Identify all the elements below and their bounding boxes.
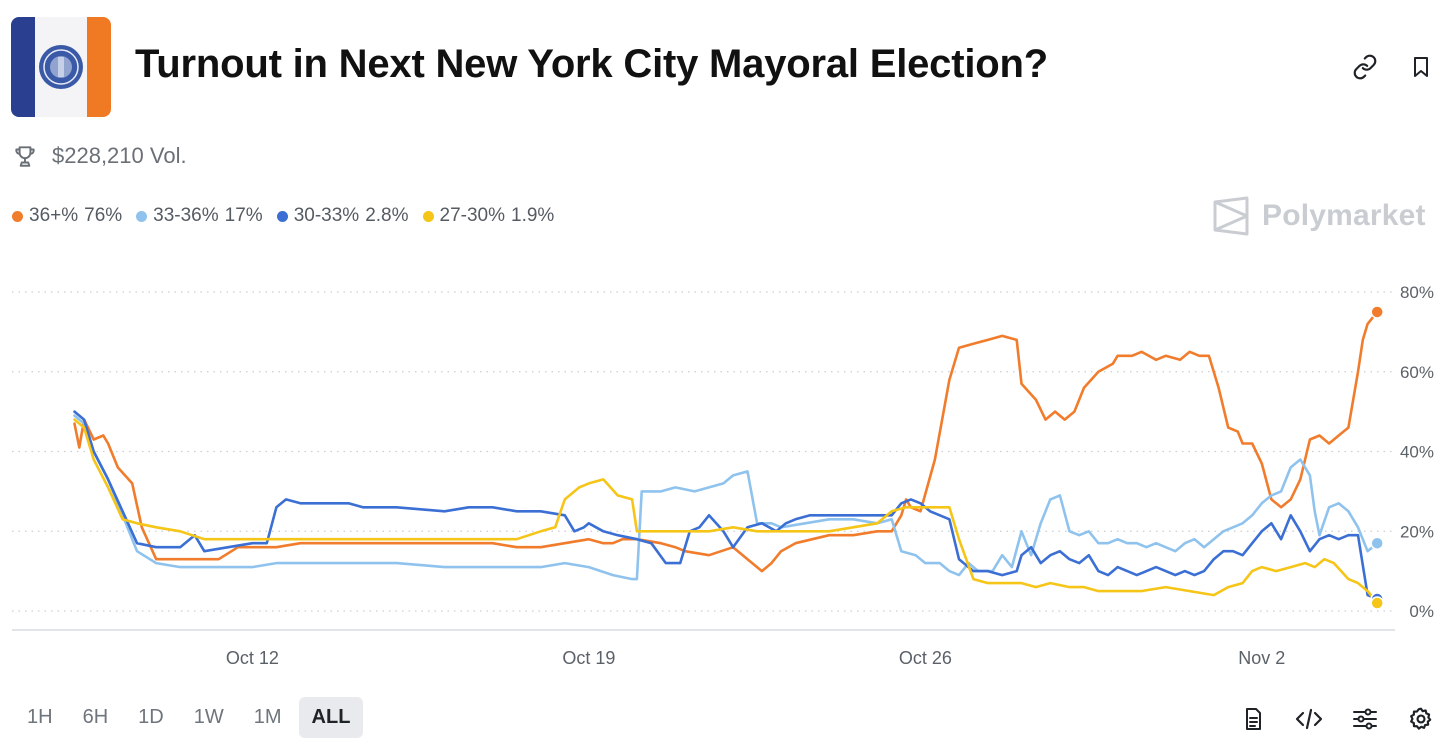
legend-dot: [136, 210, 148, 222]
legend-label: 33-36%: [153, 205, 219, 226]
chart-legend: 36+% 76% 33-36% 17% 30-33% 2.8% 27-30% 1…: [12, 205, 554, 227]
settings-gear-icon[interactable]: [1406, 704, 1436, 734]
legend-value: 76%: [84, 205, 123, 226]
series-end-point-4: [1370, 596, 1384, 610]
nyc-seal-icon: [39, 45, 83, 89]
rules-document-icon[interactable]: [1238, 704, 1268, 734]
y-tick-label: 80%: [1400, 283, 1434, 302]
legend-value: 1.9%: [511, 205, 555, 226]
embed-code-icon[interactable]: [1294, 704, 1324, 734]
series-line-1[interactable]: [73, 310, 1379, 573]
series-end-point-2: [1370, 536, 1384, 550]
watermark-text: Polymarket: [1262, 199, 1426, 232]
legend-item-27-30: 27-30% 1.9%: [422, 205, 555, 227]
legend-item-33-36: 33-36% 17%: [136, 205, 263, 227]
market-image: [11, 17, 111, 117]
series-line-4[interactable]: [73, 418, 1379, 605]
y-tick-label: 40%: [1400, 443, 1434, 462]
volume-text: $228,210 Vol.: [52, 143, 187, 168]
page-title: Turnout in Next New York City Mayoral El…: [135, 42, 1048, 86]
legend-dot: [422, 210, 434, 222]
legend-dot: [276, 210, 288, 222]
chart-filters-icon[interactable]: [1350, 704, 1380, 734]
time-range-selector: 1H 6H 1D 1W 1M ALL: [14, 697, 364, 738]
range-button-all[interactable]: ALL: [298, 697, 364, 738]
polymarket-watermark: Polymarket: [1212, 196, 1426, 236]
range-button-1m[interactable]: 1M: [241, 697, 295, 738]
legend-dot: [12, 210, 23, 222]
price-history-chart[interactable]: 0% 20% 40% 60% 80% Oct 12 Oct 19 Oct 26 Nov 2: [0, 270, 1456, 690]
legend-item-30-33: 30-33% 2.8%: [276, 205, 409, 227]
y-tick-label: 20%: [1400, 522, 1434, 541]
x-tick-label: Oct 12: [226, 648, 279, 668]
chart-axes: 0% 20% 40% 60% 80% Oct 12 Oct 19 Oct 26 Nov 2: [12, 283, 1434, 668]
polymarket-logo-icon: [1213, 196, 1249, 236]
trophy-icon: [15, 146, 35, 167]
legend-label: 36+%: [29, 205, 79, 226]
legend-value: 2.8%: [365, 205, 409, 226]
series-line-3[interactable]: [73, 410, 1379, 601]
range-button-1d[interactable]: 1D: [125, 697, 177, 738]
x-tick-label: Nov 2: [1238, 648, 1285, 668]
y-tick-label: 60%: [1400, 363, 1434, 382]
legend-label: 27-30%: [439, 205, 506, 226]
range-button-1w[interactable]: 1W: [181, 697, 237, 738]
legend-value: 17%: [224, 205, 263, 226]
legend-item-36-plus: 36+% 76%: [12, 205, 122, 227]
series-line-2[interactable]: [73, 414, 1379, 581]
chart-grid: [12, 291, 1395, 612]
range-button-1h[interactable]: 1H: [14, 697, 66, 738]
copy-link-icon[interactable]: [1350, 52, 1380, 82]
x-tick-label: Oct 19: [562, 648, 615, 668]
volume-stat: $228,210 Vol.: [12, 143, 187, 169]
x-tick-label: Oct 26: [899, 648, 952, 668]
bookmark-icon[interactable]: [1406, 52, 1436, 82]
y-tick-label: 0%: [1409, 602, 1434, 621]
chart-series: [73, 305, 1384, 610]
series-end-point-1: [1370, 305, 1384, 319]
legend-label: 30-33%: [293, 205, 360, 226]
range-button-6h[interactable]: 6H: [70, 697, 122, 738]
